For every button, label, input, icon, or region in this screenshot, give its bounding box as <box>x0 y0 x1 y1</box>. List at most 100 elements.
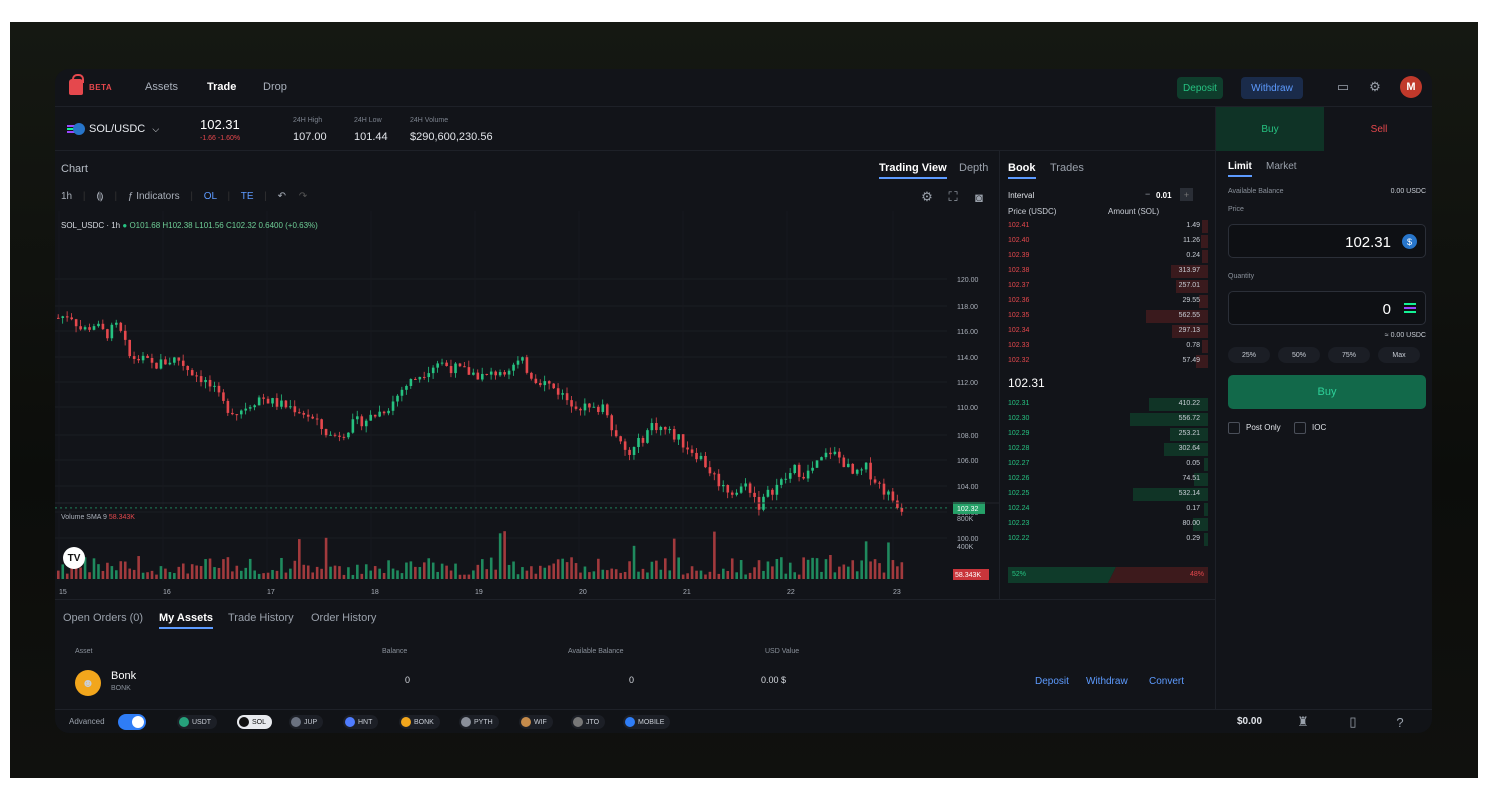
y-tick-label: 120.00 <box>957 277 979 284</box>
asset-withdraw-link[interactable]: Withdraw <box>1086 676 1128 687</box>
ask-row[interactable]: 102.37 257.01 <box>1008 280 1208 293</box>
ioc-checkbox[interactable] <box>1294 422 1306 434</box>
volume-bar <box>476 564 480 579</box>
wallet-icon[interactable]: ▭ <box>1336 79 1350 94</box>
token-chip-jto[interactable]: JTO <box>571 715 606 729</box>
volume-bar <box>547 565 551 579</box>
undo-icon[interactable]: ↶ <box>277 191 287 202</box>
te-toggle[interactable]: TE <box>240 191 254 202</box>
pair-selector[interactable]: SOL/USDC ⌵ <box>89 123 160 135</box>
asset-convert-link[interactable]: Convert <box>1149 676 1185 687</box>
help-icon[interactable]: ? <box>1396 714 1404 730</box>
price-input[interactable]: 102.31 $ <box>1228 224 1426 258</box>
pct-25-button[interactable]: 25% <box>1228 347 1270 363</box>
bid-row[interactable]: 102.27 0.05 <box>1008 458 1208 471</box>
quantity-input[interactable]: 0 <box>1228 291 1426 325</box>
interval-selector[interactable]: 1h <box>61 191 73 202</box>
document-icon[interactable]: ▯ <box>1349 714 1357 729</box>
bid-row[interactable]: 102.24 0.17 <box>1008 503 1208 516</box>
token-chip-sol[interactable]: SOL <box>237 715 273 729</box>
token-chip-pyth[interactable]: PYTH <box>459 715 499 729</box>
token-icon <box>291 717 301 727</box>
candle <box>824 452 828 458</box>
nav-trade[interactable]: Trade <box>207 81 237 93</box>
tab-open-orders[interactable]: Open Orders (0) <box>63 612 144 624</box>
token-chip-bonk[interactable]: BONK <box>399 715 440 729</box>
side-sell-tab[interactable]: Sell <box>1370 123 1388 135</box>
volume-bar <box>717 573 721 579</box>
pct-75-button[interactable]: 75% <box>1328 347 1370 363</box>
volume-bar <box>793 572 797 579</box>
bid-row[interactable]: 102.30 556.72 <box>1008 413 1208 426</box>
ask-row[interactable]: 102.34 297.13 <box>1008 325 1208 338</box>
lock-logo-icon[interactable] <box>69 74 84 95</box>
volume-bar <box>726 570 730 579</box>
ask-row[interactable]: 102.41 1.49 <box>1008 220 1208 233</box>
candle <box>833 451 837 455</box>
tab-depth[interactable]: Depth <box>959 162 989 174</box>
post-only-checkbox[interactable] <box>1228 422 1240 434</box>
token-chip-jup[interactable]: JUP <box>289 715 324 729</box>
indicators-button[interactable]: Indicators <box>136 191 180 202</box>
nav-drop[interactable]: Drop <box>263 81 287 93</box>
bid-row[interactable]: 102.23 80.00 <box>1008 518 1208 531</box>
bid-row[interactable]: 102.31 410.22 <box>1008 398 1208 411</box>
interval-value: 0.01 <box>1156 191 1172 200</box>
token-chip-usdt[interactable]: USDT <box>177 715 218 729</box>
tab-order-history[interactable]: Order History <box>311 612 377 624</box>
candle-type-icon[interactable]: ⟬⟭ <box>96 191 104 202</box>
token-label: PYTH <box>474 718 493 726</box>
advanced-toggle[interactable] <box>118 714 146 730</box>
chart-settings-icon[interactable]: ⚙ <box>921 189 933 204</box>
candle <box>440 362 444 364</box>
avatar[interactable]: M <box>1400 76 1422 98</box>
candle <box>797 464 801 477</box>
ask-row[interactable]: 102.38 313.97 <box>1008 265 1208 278</box>
nav-assets[interactable]: Assets <box>145 81 179 93</box>
ask-row[interactable]: 102.35 562.55 <box>1008 310 1208 323</box>
candle <box>579 408 582 411</box>
bid-row[interactable]: 102.25 532.14 <box>1008 488 1208 501</box>
ol-toggle[interactable]: OL <box>203 191 217 202</box>
ask-row[interactable]: 102.36 29.55 <box>1008 295 1208 308</box>
bid-row[interactable]: 102.22 0.29 <box>1008 533 1208 546</box>
tab-my-assets[interactable]: My Assets <box>159 612 214 629</box>
redo-icon[interactable]: ↷ <box>298 191 308 202</box>
ask-row[interactable]: 102.39 0.24 <box>1008 250 1208 263</box>
tab-trading-view[interactable]: Trading View <box>879 162 947 179</box>
candlestick-chart[interactable]: 120.00 118.00 116.00 114.00 112.00 110.00 108.… <box>55 211 999 599</box>
volume-bar <box>860 560 863 579</box>
camera-icon[interactable]: ◙ <box>975 189 983 205</box>
interval-decrease-icon[interactable]: − <box>1145 189 1151 199</box>
candle <box>356 416 359 420</box>
gear-icon[interactable]: ⚙ <box>1369 79 1381 94</box>
token-chip-wif[interactable]: WIF <box>519 715 553 729</box>
tab-trade-history[interactable]: Trade History <box>228 612 294 624</box>
tradingview-logo-icon[interactable]: TV <box>63 547 85 569</box>
candle <box>556 388 560 395</box>
ask-row[interactable]: 102.40 11.26 <box>1008 235 1208 248</box>
withdraw-button[interactable]: Withdraw <box>1241 77 1303 99</box>
fullscreen-icon[interactable]: ⛶ <box>948 189 958 204</box>
buy-button[interactable]: Buy <box>1228 375 1426 409</box>
pct-max-button[interactable]: Max <box>1378 347 1420 363</box>
asset-deposit-link[interactable]: Deposit <box>1035 676 1069 687</box>
token-chip-hnt[interactable]: HNT <box>343 715 379 729</box>
stat-label: 24H Low <box>354 117 382 124</box>
bid-row[interactable]: 102.28 302.64 <box>1008 443 1208 456</box>
ask-row[interactable]: 102.33 0.78 <box>1008 340 1208 353</box>
bid-row[interactable]: 102.29 253.21 <box>1008 428 1208 441</box>
tab-trades[interactable]: Trades <box>1050 162 1084 174</box>
tab-limit[interactable]: Limit <box>1228 161 1252 177</box>
side-buy-tab[interactable]: Buy <box>1216 107 1324 151</box>
tab-book[interactable]: Book <box>1008 162 1036 179</box>
tab-market[interactable]: Market <box>1266 161 1297 172</box>
pct-50-button[interactable]: 50% <box>1278 347 1320 363</box>
token-chip-mobile[interactable]: MOBILE <box>623 715 671 729</box>
bid-row[interactable]: 102.26 74.51 <box>1008 473 1208 486</box>
trophy-icon[interactable]: ♜ <box>1297 714 1309 729</box>
ask-row[interactable]: 102.32 57.49 <box>1008 355 1208 368</box>
deposit-button[interactable]: Deposit <box>1177 77 1223 99</box>
candle <box>507 370 511 375</box>
interval-increase-icon[interactable]: + <box>1180 188 1193 201</box>
